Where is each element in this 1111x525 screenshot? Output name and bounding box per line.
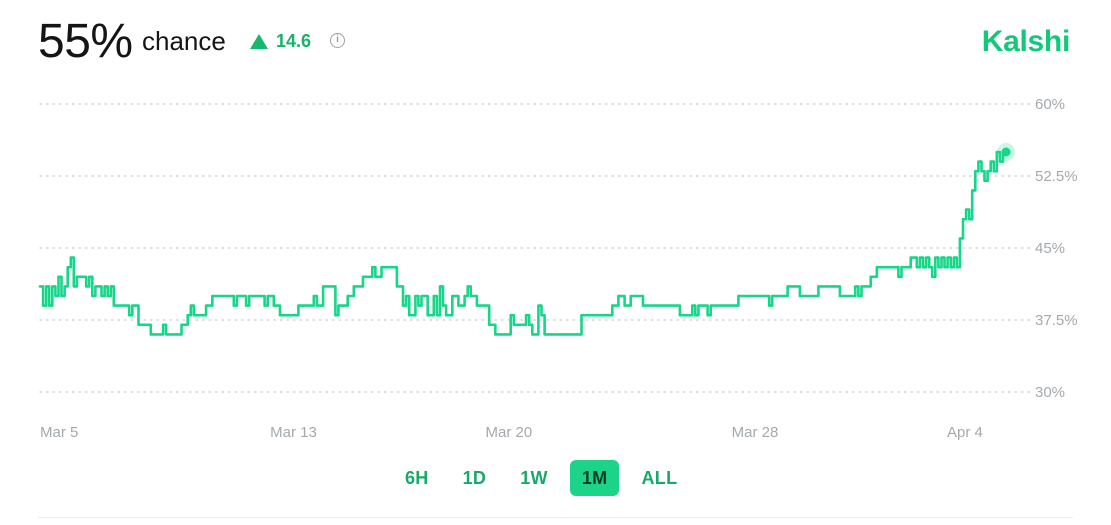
series-line: [38, 150, 1008, 336]
range-all-button[interactable]: ALL: [641, 468, 678, 488]
probability-chart: 60%52.5%45%37.5%30% Mar 5 Mar 13 Mar 20 Mar…: [38, 96, 1078, 441]
x-tick-label: Mar 28: [732, 424, 779, 441]
divider: [38, 517, 1073, 518]
y-tick-label: 37.5%: [1035, 312, 1078, 329]
chance-percent: 55%: [38, 15, 133, 68]
up-triangle-icon: [250, 33, 268, 49]
change-indicator: 14.6: [250, 29, 311, 53]
info-icon[interactable]: i: [330, 33, 345, 48]
time-range-selector: 6H 1D 1W 1M ALL: [393, 460, 689, 496]
change-value: 14.6: [276, 30, 312, 51]
market-header: 55% chance 14.6 i Kalshi: [38, 14, 1078, 70]
y-tick-label: 60%: [1035, 96, 1065, 113]
x-tick-label: Mar 13: [270, 424, 317, 441]
range-1w-button[interactable]: 1W: [520, 468, 548, 488]
brand-logo[interactable]: Kalshi: [981, 25, 1071, 58]
y-tick-label: 45%: [1035, 240, 1065, 257]
x-tick-label: Mar 5: [40, 424, 78, 441]
current-point: [1001, 147, 1011, 157]
x-axis-ticks: Mar 5 Mar 13 Mar 20 Mar 28 Apr 4: [40, 424, 983, 441]
gridlines: [39, 103, 1031, 393]
chance-label: chance: [142, 26, 226, 56]
range-1m-button[interactable]: 1M: [569, 460, 620, 496]
range-1d-button[interactable]: 1D: [462, 468, 487, 488]
y-tick-label: 30%: [1035, 384, 1065, 401]
range-6h-button[interactable]: 6H: [405, 468, 429, 488]
y-axis-ticks: 60% 52.5% 45% 37.5% 30%: [1035, 96, 1078, 401]
y-tick-label: 52.5%: [1035, 168, 1078, 185]
series-layer: [38, 143, 1016, 336]
x-tick-label: Apr 4: [947, 424, 983, 441]
x-tick-label: Mar 20: [486, 424, 533, 441]
